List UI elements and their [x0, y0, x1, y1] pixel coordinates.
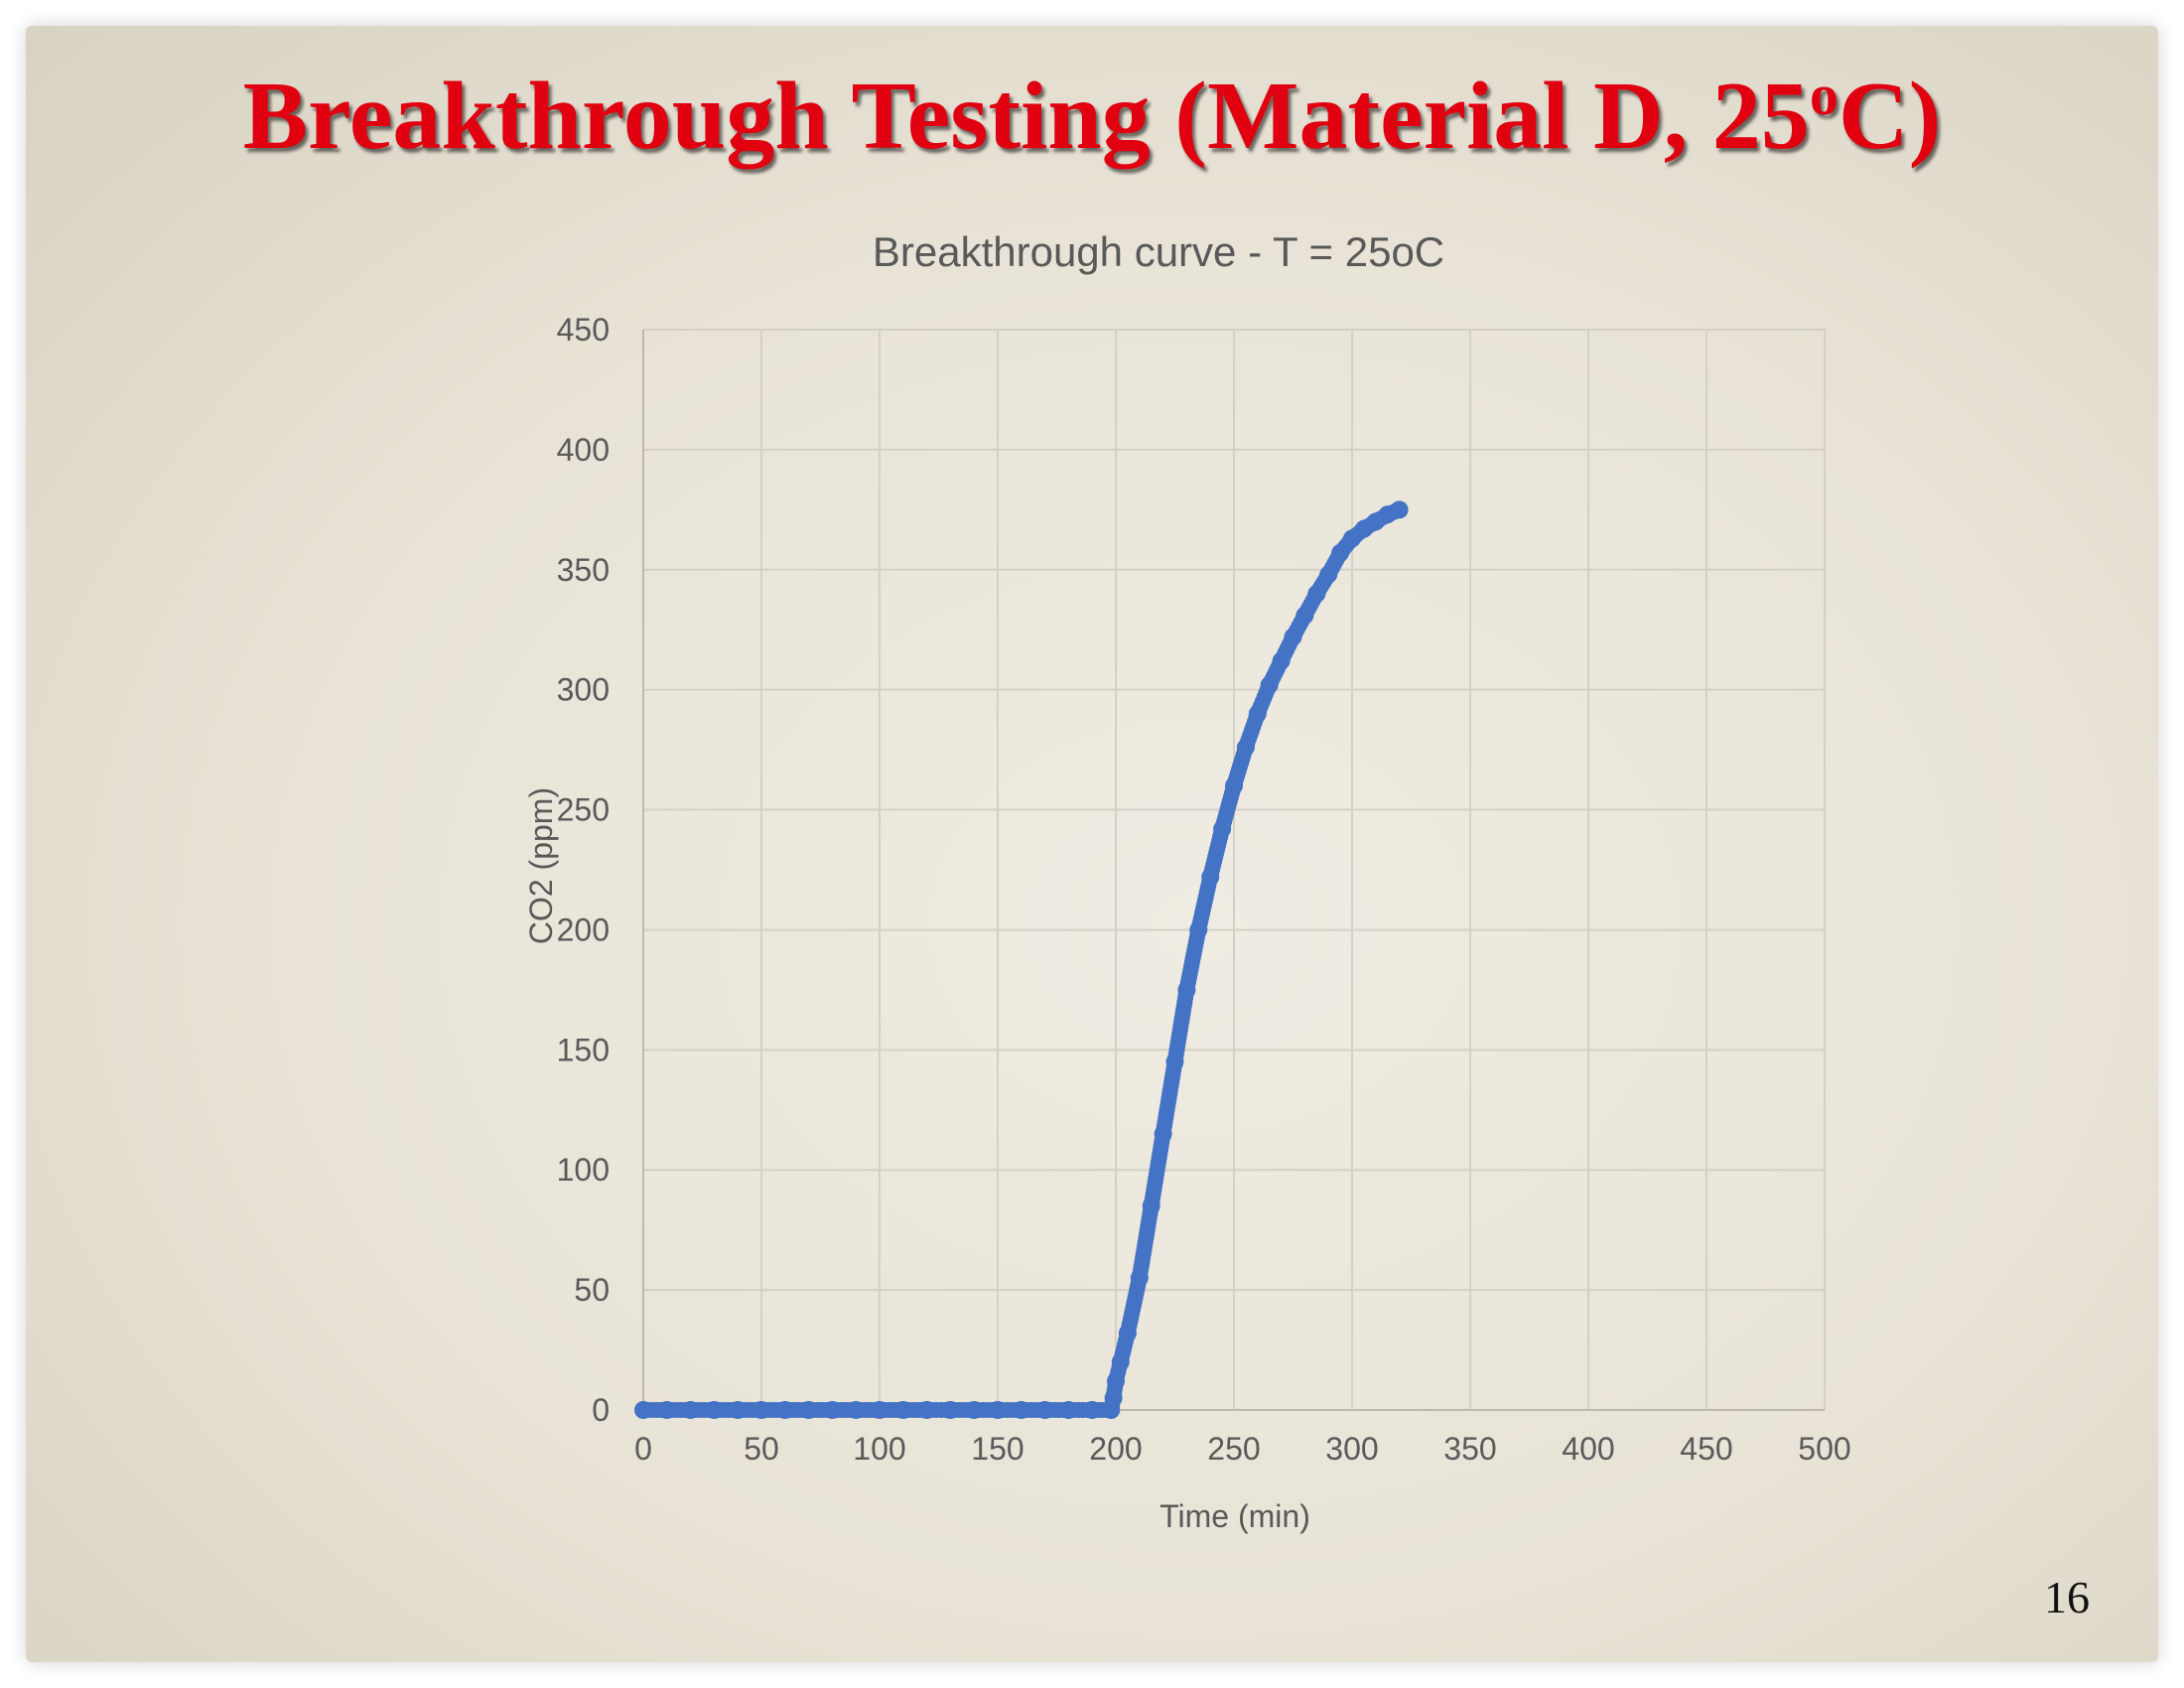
x-tick-label: 300	[1325, 1431, 1378, 1467]
page-number: 16	[2044, 1572, 2090, 1622]
chart-grid	[642, 329, 1826, 1411]
slide-title-end: C)	[1838, 63, 1942, 170]
slide-title-main: Breakthrough Testing (Material D, 25	[242, 63, 1810, 170]
y-tick-label: 250	[557, 792, 610, 828]
y-tick-label: 450	[557, 312, 610, 348]
y-tick-label: 200	[557, 912, 610, 947]
x-tick-label: 150	[971, 1431, 1024, 1467]
y-tick-label: 150	[557, 1032, 610, 1067]
x-tick-label: 200	[1089, 1431, 1142, 1467]
x-axis-label: Time (min)	[1160, 1498, 1310, 1534]
slide-title: Breakthrough Testing (Material D, 25oC)	[0, 62, 2184, 171]
y-tick-label: 50	[574, 1272, 610, 1308]
x-tick-label: 0	[634, 1431, 652, 1467]
x-tick-label: 350	[1443, 1431, 1496, 1467]
y-tick-label: 0	[592, 1392, 610, 1428]
x-tick-label: 50	[744, 1431, 779, 1467]
chart-series	[634, 500, 1409, 1419]
x-tick-label: 450	[1680, 1431, 1732, 1467]
x-tick-label: 100	[853, 1431, 905, 1467]
x-tick-label: 400	[1562, 1431, 1614, 1467]
y-tick-label: 100	[557, 1152, 610, 1188]
x-tick-label: 250	[1207, 1431, 1260, 1467]
y-tick-label: 350	[557, 552, 610, 588]
x-tick-label: 500	[1798, 1431, 1850, 1467]
slide-background	[26, 26, 2158, 1662]
chart-title: Breakthrough curve - T = 25oC	[873, 228, 1444, 275]
y-tick-label: 400	[557, 432, 610, 468]
data-point	[1390, 500, 1409, 519]
y-axis-label: CO2 (ppm)	[523, 787, 559, 944]
slide-title-superscript: o	[1809, 63, 1839, 127]
y-tick-label: 300	[557, 672, 610, 708]
